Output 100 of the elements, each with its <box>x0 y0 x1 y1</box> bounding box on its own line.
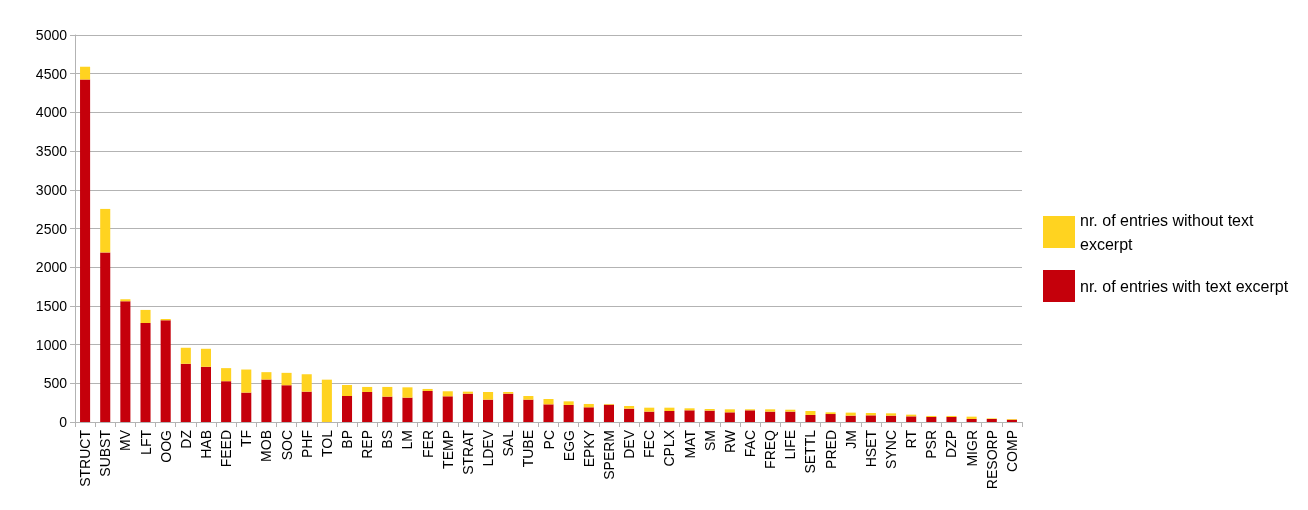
x-tick-label: EPKY <box>580 429 597 468</box>
bar <box>724 412 735 422</box>
x-tick-label: RT <box>903 429 920 449</box>
x-tick-label: SETTL <box>802 429 819 474</box>
y-tick-label: 1500 <box>35 297 68 314</box>
bar <box>241 392 252 422</box>
y-tick-label: 500 <box>43 375 68 392</box>
bar <box>523 399 534 422</box>
bar <box>825 414 836 422</box>
bar <box>100 252 111 422</box>
bar <box>80 66 91 80</box>
x-tick-label: MV <box>117 429 134 451</box>
bar <box>483 391 494 400</box>
x-tick-label: SYNC <box>883 430 900 469</box>
x-tick-label: FREQ <box>762 429 779 469</box>
x-tick-label: HAB <box>197 430 214 459</box>
x-tick-label: OOG <box>157 430 174 463</box>
bar <box>503 393 514 422</box>
bar <box>241 369 252 393</box>
bar <box>583 407 594 422</box>
bar <box>563 404 574 422</box>
x-tick-label: RW <box>721 429 738 454</box>
bar <box>805 411 816 415</box>
bar <box>261 379 272 422</box>
x-tick-label: DZP <box>943 430 960 458</box>
x-tick-label: RESORP <box>983 430 1000 490</box>
bar <box>543 399 554 405</box>
x-tick-label: PHF <box>298 430 315 458</box>
bar <box>724 409 735 413</box>
bar <box>845 412 856 416</box>
bar <box>704 410 715 422</box>
bar <box>805 414 816 422</box>
x-tick-label: MOB <box>258 430 275 462</box>
bar <box>140 323 151 422</box>
x-tick-label: HSET <box>862 429 879 468</box>
bar <box>462 391 473 394</box>
x-tick-label: TF <box>238 430 255 448</box>
x-tick-label: SM <box>701 430 718 451</box>
bar <box>341 385 353 396</box>
bar <box>946 416 957 422</box>
x-tick-label: REP <box>359 430 376 459</box>
bar <box>644 407 655 412</box>
bar <box>765 409 776 412</box>
x-tick-label: COMP <box>1003 430 1020 472</box>
bar <box>785 411 796 422</box>
x-tick-label: DZ <box>177 429 194 449</box>
x-tick-label: LFT <box>137 429 154 455</box>
bar <box>140 309 151 324</box>
x-tick-label: BS <box>379 430 396 449</box>
bar <box>765 411 776 422</box>
y-tick-label: 1000 <box>35 336 68 353</box>
bar <box>382 396 393 422</box>
x-tick-label: JM <box>842 430 859 449</box>
x-tick-label: MIGR <box>963 430 980 467</box>
bar <box>684 410 695 422</box>
bar <box>160 320 171 422</box>
x-tick-label: MAT <box>681 429 698 459</box>
bar <box>885 415 897 422</box>
bar <box>744 410 756 422</box>
bar <box>845 415 856 422</box>
bar <box>221 381 232 422</box>
x-tick-label: TUBE <box>520 430 537 468</box>
bar <box>180 347 191 364</box>
bar <box>523 395 534 400</box>
bar <box>362 391 373 422</box>
bar <box>624 408 635 422</box>
bar <box>684 408 695 411</box>
bar <box>301 391 312 422</box>
bar <box>422 388 433 391</box>
y-tick-label: 4000 <box>35 104 68 121</box>
bar <box>200 366 212 422</box>
x-tick-label: FEED <box>218 430 235 468</box>
x-tick-label: PC <box>540 430 557 450</box>
bar <box>402 387 413 398</box>
bar <box>462 393 473 422</box>
bar <box>885 413 897 416</box>
bar <box>362 386 373 392</box>
legend-label: nr. of entries without text excerpt <box>1080 211 1258 253</box>
x-tick-label: BP <box>339 430 356 449</box>
bar <box>120 301 131 422</box>
x-tick-label: SUBST <box>97 429 114 477</box>
x-tick-label: TOL <box>318 429 335 457</box>
bar <box>382 386 393 397</box>
y-tick-label: 2000 <box>35 259 68 276</box>
x-tick-label: TEMP <box>439 430 456 469</box>
x-tick-label: EGG <box>560 430 577 462</box>
bar <box>926 416 937 422</box>
bar <box>301 374 312 392</box>
x-tick-label: SPERM <box>600 430 617 480</box>
x-tick-label: STRUCT <box>77 429 94 487</box>
bar <box>100 208 111 253</box>
bar <box>200 348 212 367</box>
bar <box>221 368 232 382</box>
bar <box>80 79 91 422</box>
y-tick-label: 3500 <box>35 143 68 160</box>
bar <box>563 401 574 405</box>
bar <box>664 411 675 422</box>
y-tick-label: 4500 <box>35 65 68 82</box>
bar <box>180 363 191 422</box>
x-tick-label: LIFE <box>782 430 799 460</box>
